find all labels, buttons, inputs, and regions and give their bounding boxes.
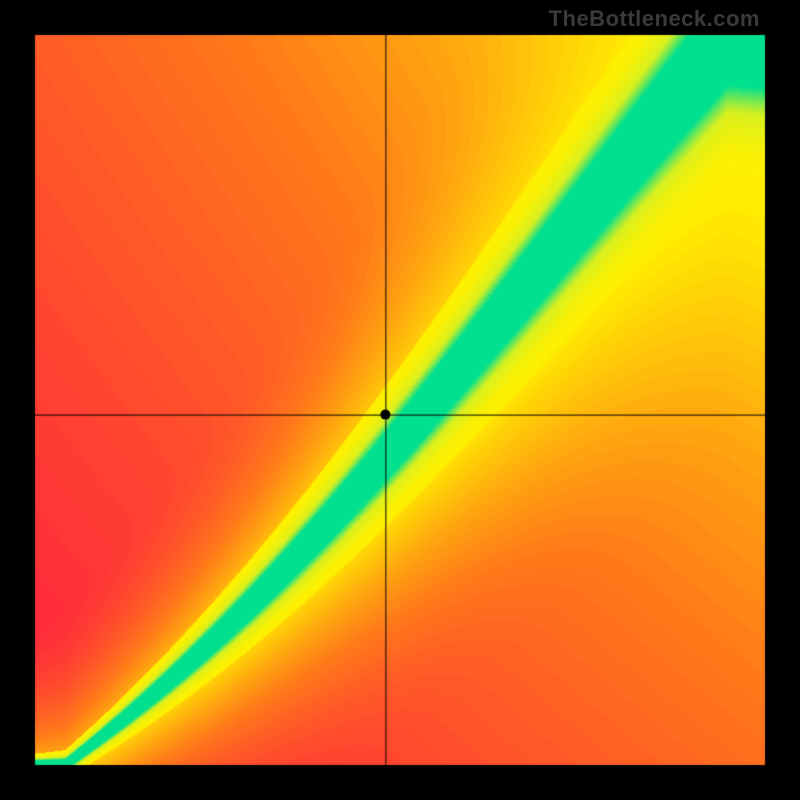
- watermark-text: TheBottleneck.com: [549, 6, 760, 32]
- bottleneck-heatmap: TheBottleneck.com: [0, 0, 800, 800]
- heatmap-canvas: [0, 0, 800, 800]
